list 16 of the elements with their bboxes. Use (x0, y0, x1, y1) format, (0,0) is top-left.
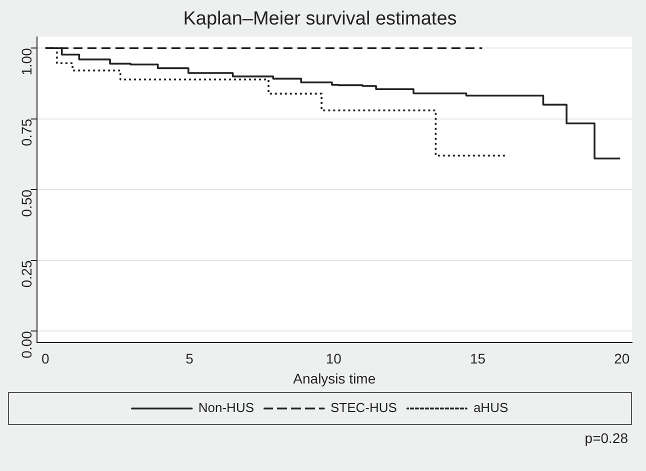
x-tick-label: 0 (42, 350, 50, 367)
y-tick-label: 0.00 (18, 330, 35, 358)
x-tick-label: 20 (614, 350, 630, 367)
legend-label: STEC-HUS (330, 400, 398, 416)
y-tick-label: 1.00 (18, 48, 35, 76)
x-tick-label: 5 (186, 350, 194, 367)
chart-title: Kaplan–Meier survival estimates (183, 8, 457, 30)
text: p=0.28 (584, 430, 628, 446)
y-tick-label: 0.75 (18, 118, 35, 146)
legend-label: Non-HUS (198, 400, 254, 416)
x-axis-title: Analysis time (293, 370, 376, 386)
x-tick-label: 15 (470, 350, 486, 367)
y-tick-label: 0.50 (18, 189, 35, 217)
legend-label: aHUS (473, 400, 508, 416)
y-tick-label: 0.25 (18, 260, 35, 288)
x-tick-label: 10 (326, 350, 342, 367)
